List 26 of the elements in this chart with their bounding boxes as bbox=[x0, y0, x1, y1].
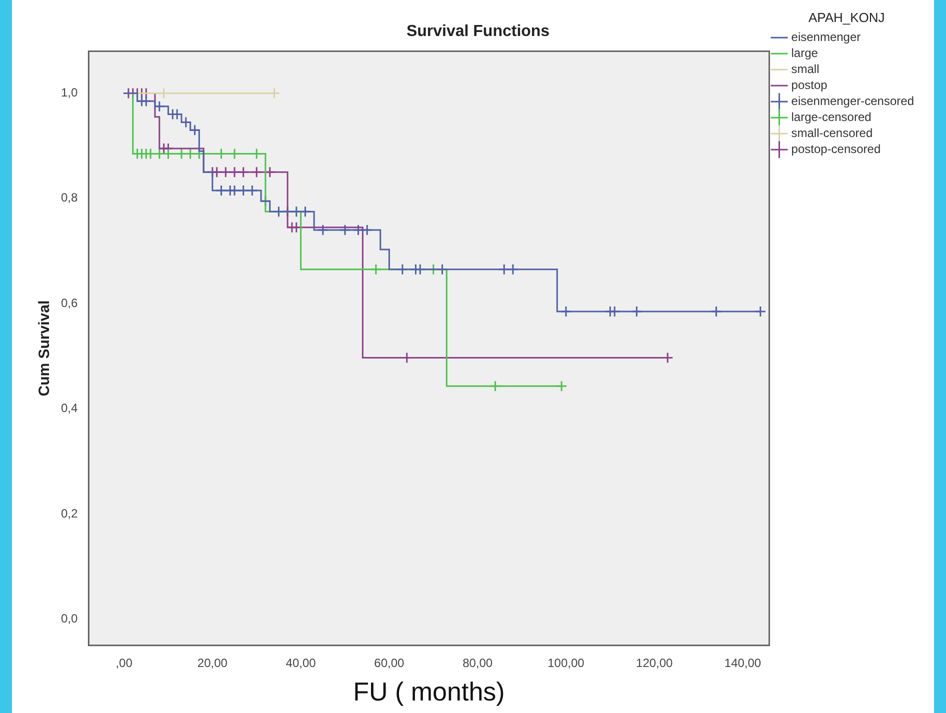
chart-title: Survival Functions bbox=[406, 23, 550, 40]
y-tick-label: 0,6 bbox=[60, 296, 78, 310]
y-tick-label: 1,0 bbox=[60, 86, 78, 100]
legend-label: eisenmenger bbox=[791, 30, 861, 44]
y-axis-title: Cum Survival bbox=[36, 300, 54, 396]
legend-label: eisenmenger-censored bbox=[791, 94, 914, 108]
legend-label: postop-censored bbox=[791, 142, 881, 156]
x-tick-label: 120,00 bbox=[636, 656, 674, 670]
x-tick-label: ,00 bbox=[116, 656, 133, 670]
y-tick-label: 0,2 bbox=[60, 506, 78, 520]
legend-label: small bbox=[791, 62, 820, 76]
x-tick-label: 20,00 bbox=[197, 656, 228, 670]
y-tick-label: 0,0 bbox=[60, 611, 78, 626]
x-tick-label: 60,00 bbox=[374, 656, 405, 670]
x-tick-label: 40,00 bbox=[286, 656, 316, 670]
y-tick-label: 0,8 bbox=[60, 190, 78, 205]
x-tick-label: 100,00 bbox=[548, 656, 585, 670]
legend-label: small-censored bbox=[791, 126, 873, 140]
x-axis-title: FU ( months) bbox=[353, 676, 505, 707]
x-tick-label: 140,00 bbox=[724, 656, 762, 670]
legend-label: postop bbox=[791, 78, 828, 92]
legend-label: large bbox=[791, 46, 818, 60]
y-tick-label: 0,4 bbox=[60, 401, 78, 416]
legend-title: APAH_KONJ bbox=[808, 10, 885, 26]
legend-label: large-censored bbox=[791, 110, 872, 124]
x-tick-label: 80,00 bbox=[462, 656, 493, 670]
